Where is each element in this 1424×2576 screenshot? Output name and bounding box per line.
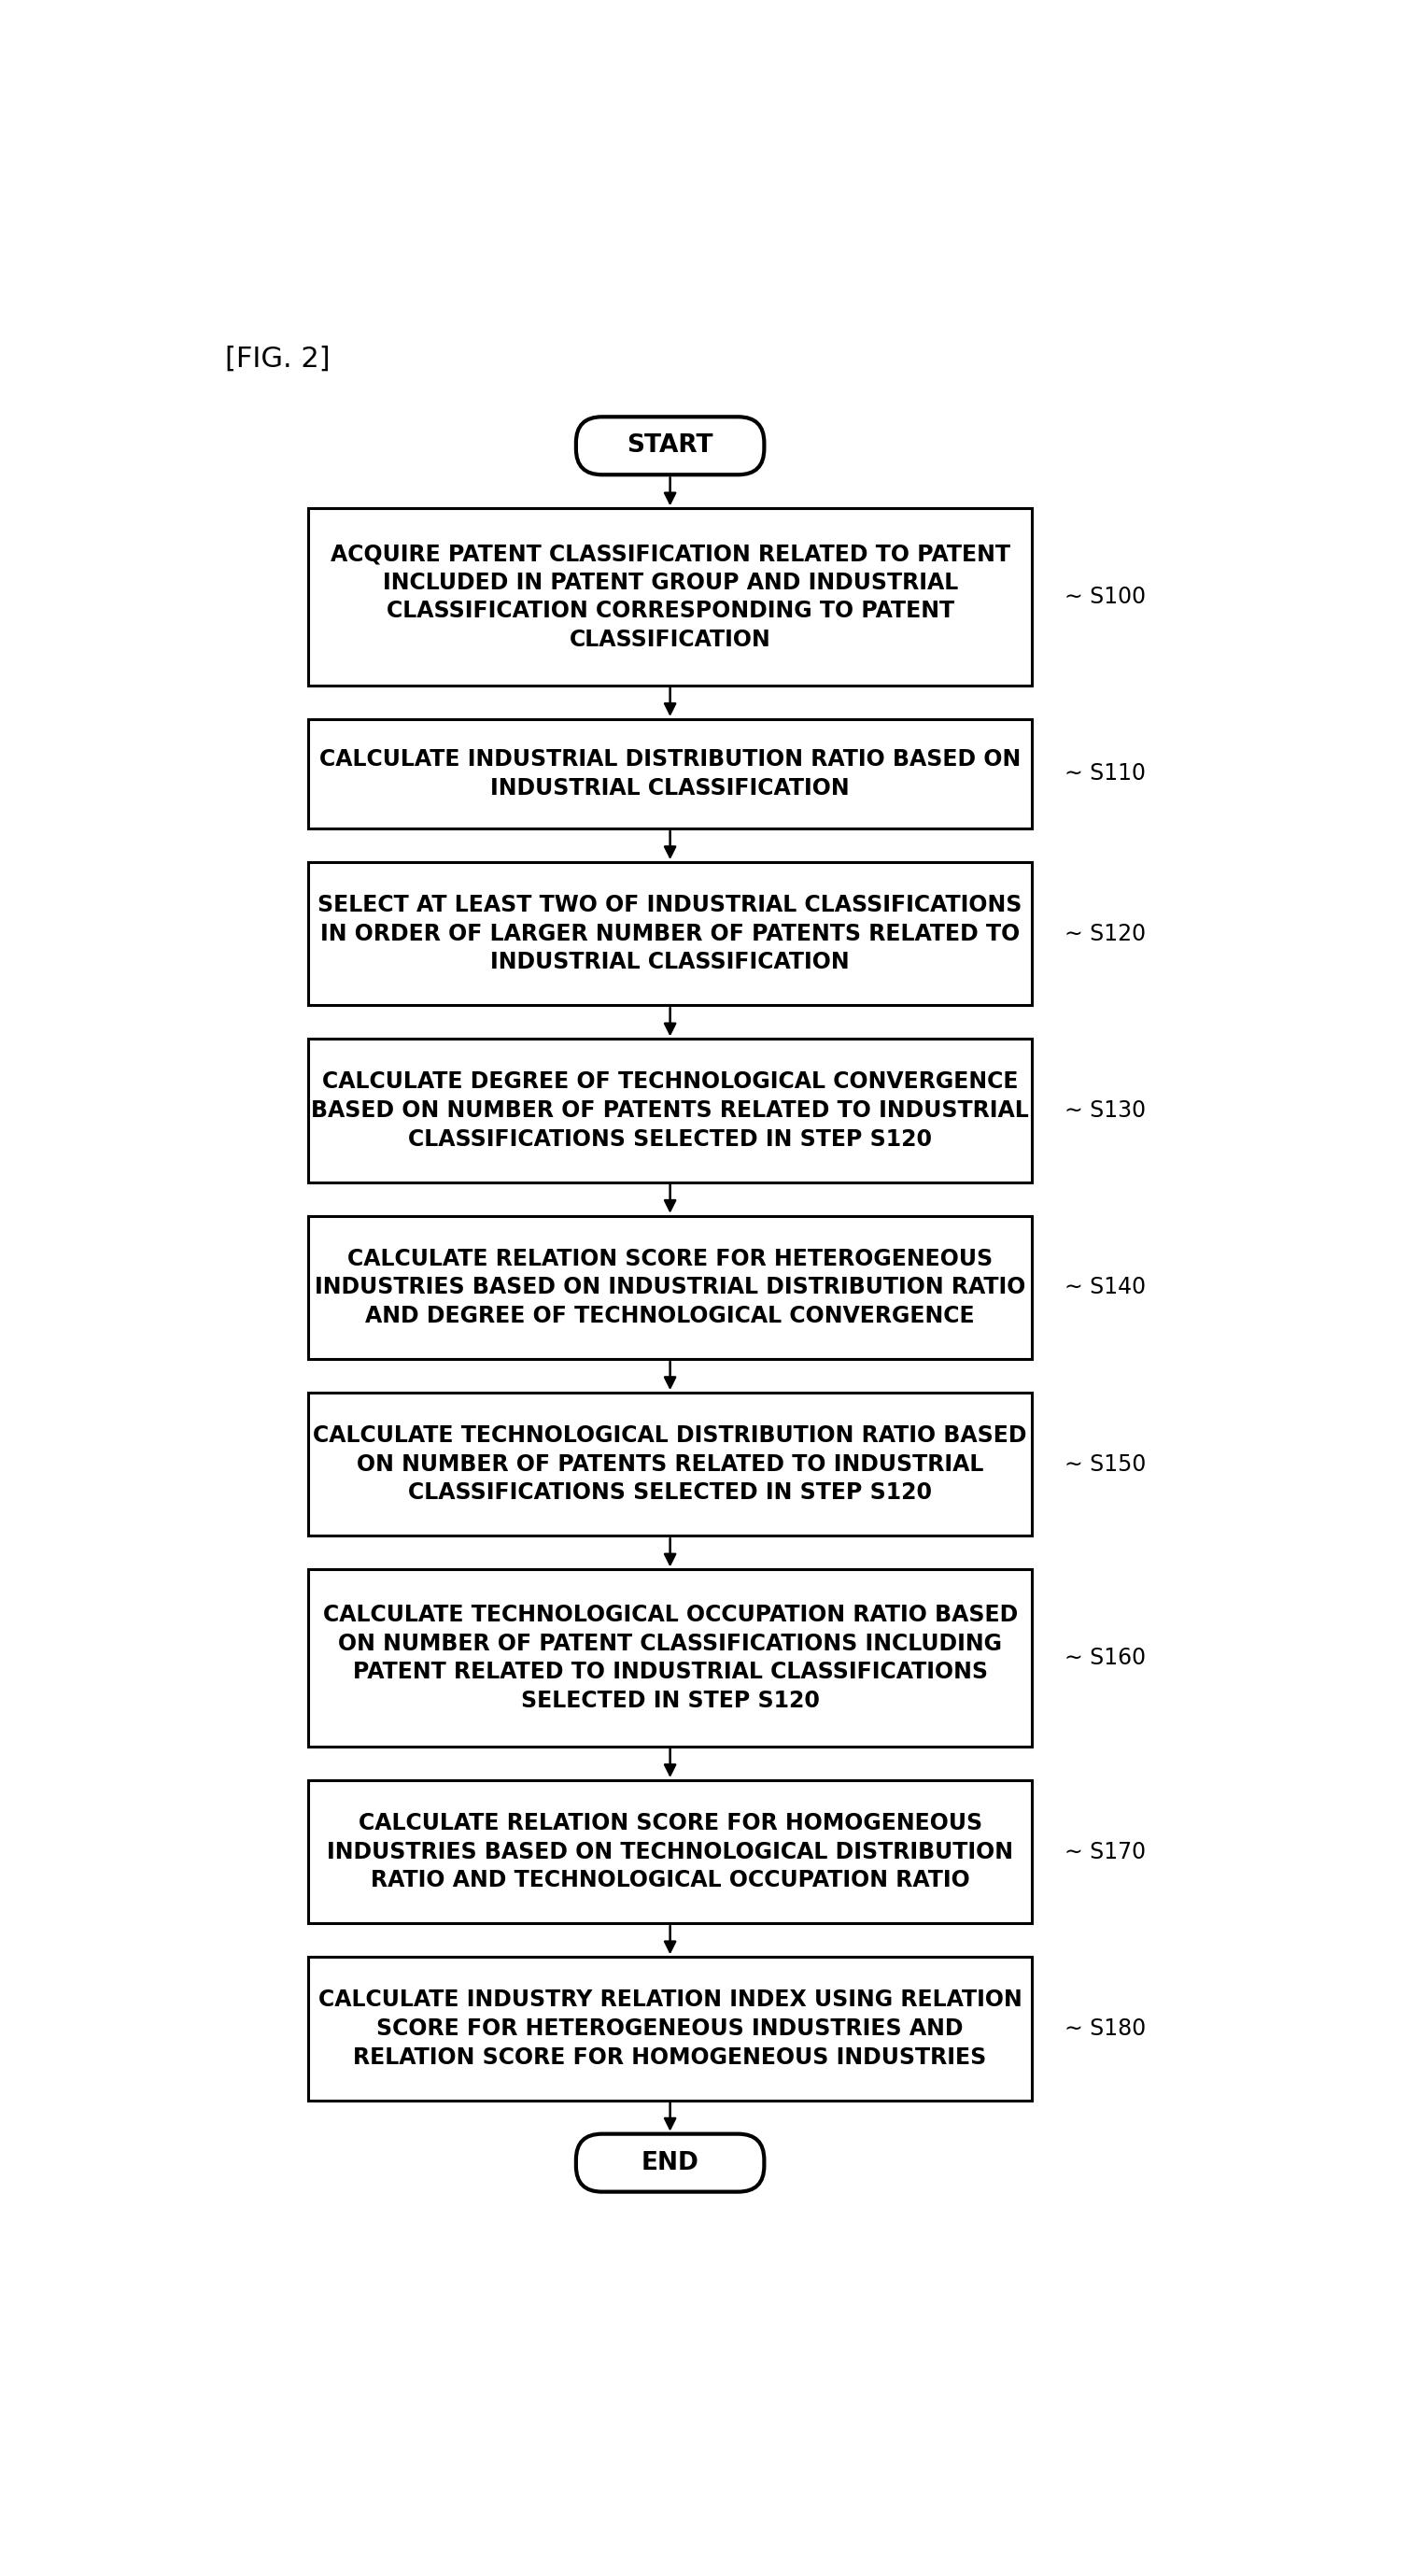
Text: SELECT AT LEAST TWO OF INDUSTRIAL CLASSIFICATIONS
IN ORDER OF LARGER NUMBER OF P: SELECT AT LEAST TWO OF INDUSTRIAL CLASSI… (318, 894, 1022, 974)
Text: ∼ S140: ∼ S140 (1065, 1275, 1146, 1298)
Text: ACQUIRE PATENT CLASSIFICATION RELATED TO PATENT
INCLUDED IN PATENT GROUP AND IND: ACQUIRE PATENT CLASSIFICATION RELATED TO… (330, 544, 1010, 652)
Text: CALCULATE RELATION SCORE FOR HOMOGENEOUS
INDUSTRIES BASED ON TECHNOLOGICAL DISTR: CALCULATE RELATION SCORE FOR HOMOGENEOUS… (328, 1811, 1014, 1891)
FancyBboxPatch shape (308, 1958, 1032, 2099)
Text: ∼ S150: ∼ S150 (1065, 1453, 1146, 1476)
FancyBboxPatch shape (308, 1038, 1032, 1182)
FancyBboxPatch shape (308, 507, 1032, 685)
FancyBboxPatch shape (308, 1394, 1032, 1535)
FancyBboxPatch shape (308, 1780, 1032, 1924)
Text: CALCULATE TECHNOLOGICAL OCCUPATION RATIO BASED
ON NUMBER OF PATENT CLASSIFICATIO: CALCULATE TECHNOLOGICAL OCCUPATION RATIO… (323, 1605, 1018, 1713)
FancyBboxPatch shape (308, 1569, 1032, 1747)
Text: CALCULATE INDUSTRY RELATION INDEX USING RELATION
SCORE FOR HETEROGENEOUS INDUSTR: CALCULATE INDUSTRY RELATION INDEX USING … (318, 1989, 1022, 2069)
Text: ∼ S120: ∼ S120 (1065, 922, 1146, 945)
Text: ∼ S100: ∼ S100 (1065, 585, 1146, 608)
Text: CALCULATE TECHNOLOGICAL DISTRIBUTION RATIO BASED
ON NUMBER OF PATENTS RELATED TO: CALCULATE TECHNOLOGICAL DISTRIBUTION RAT… (313, 1425, 1027, 1504)
Text: CALCULATE RELATION SCORE FOR HETEROGENEOUS
INDUSTRIES BASED ON INDUSTRIAL DISTRI: CALCULATE RELATION SCORE FOR HETEROGENEO… (315, 1247, 1025, 1327)
Text: [FIG. 2]: [FIG. 2] (225, 345, 330, 371)
FancyBboxPatch shape (308, 719, 1032, 829)
Text: ∼ S180: ∼ S180 (1065, 2017, 1146, 2040)
Text: ∼ S110: ∼ S110 (1065, 762, 1146, 786)
FancyBboxPatch shape (577, 2133, 765, 2192)
Text: END: END (641, 2151, 699, 2174)
Text: START: START (627, 433, 713, 459)
Text: ∼ S130: ∼ S130 (1065, 1100, 1146, 1121)
FancyBboxPatch shape (577, 417, 765, 474)
FancyBboxPatch shape (308, 863, 1032, 1005)
Text: CALCULATE INDUSTRIAL DISTRIBUTION RATIO BASED ON
INDUSTRIAL CLASSIFICATION: CALCULATE INDUSTRIAL DISTRIBUTION RATIO … (319, 747, 1021, 799)
Text: ∼ S170: ∼ S170 (1065, 1839, 1146, 1862)
FancyBboxPatch shape (308, 1216, 1032, 1360)
Text: ∼ S160: ∼ S160 (1065, 1646, 1146, 1669)
Text: CALCULATE DEGREE OF TECHNOLOGICAL CONVERGENCE
BASED ON NUMBER OF PATENTS RELATED: CALCULATE DEGREE OF TECHNOLOGICAL CONVER… (312, 1072, 1030, 1151)
